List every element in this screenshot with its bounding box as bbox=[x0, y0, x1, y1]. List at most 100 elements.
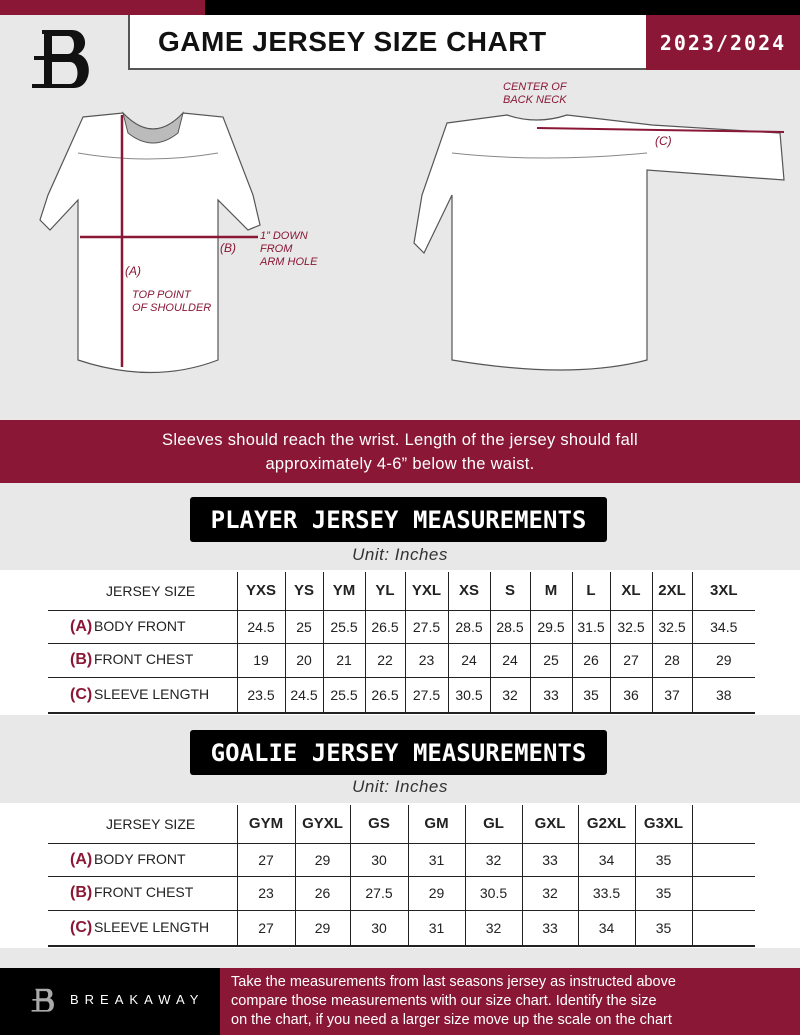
measurement-value: 24.5 bbox=[236, 610, 285, 643]
measurement-value: 27.5 bbox=[404, 677, 448, 713]
measurement-value: 20 bbox=[284, 643, 323, 677]
measurement-letter: (B) bbox=[70, 884, 93, 901]
footer-logo bbox=[31, 988, 54, 1012]
measurement-value: 28.5 bbox=[489, 610, 530, 643]
measurement-label: (A) BODY FRONT bbox=[48, 610, 237, 643]
measurement-name: BODY FRONT bbox=[94, 850, 186, 867]
goalie-size-table: JERSEY SIZE GYM GYXL GS GM GL GXL G2XL G3XL (A) BO… bbox=[48, 805, 755, 947]
season-label: 2023/2024 bbox=[646, 15, 800, 70]
measurement-value: 29 bbox=[294, 910, 350, 946]
player-unit: Unit: Inches bbox=[352, 545, 448, 564]
jersey-size-label: JERSEY SIZE bbox=[106, 815, 196, 832]
measurement-value: 32 bbox=[521, 876, 578, 910]
player-section-title: PLAYER JERSEY MEASUREMENTS bbox=[190, 497, 607, 542]
measurement-value: 35 bbox=[634, 910, 692, 946]
brand-name: BREAKAWAY bbox=[70, 992, 205, 1007]
measurement-value: 25 bbox=[284, 610, 323, 643]
measurement-value: 23 bbox=[404, 643, 448, 677]
measurement-name: BODY FRONT bbox=[94, 617, 186, 634]
measurement-value: 32 bbox=[464, 843, 522, 876]
label-a: (A) bbox=[125, 264, 141, 278]
measurement-value: 30.5 bbox=[464, 876, 522, 910]
measurement-value: 37 bbox=[651, 677, 692, 713]
measurement-value: 36 bbox=[609, 677, 652, 713]
measurement-value: 28 bbox=[651, 643, 692, 677]
size-header: YM bbox=[322, 572, 365, 610]
measurement-value: 27 bbox=[236, 910, 295, 946]
measurement-label: (C) SLEEVE LENGTH bbox=[48, 910, 237, 946]
measurement-value: 27 bbox=[609, 643, 652, 677]
measurement-letter: (A) bbox=[70, 850, 93, 868]
measurement-value: 33 bbox=[521, 843, 578, 876]
table-row: (B) FRONT CHEST 19 20 21 22 23 24 24 25 26 27 28 29 bbox=[48, 643, 755, 677]
measurement-label: (B) FRONT CHEST bbox=[48, 876, 237, 910]
size-header: G2XL bbox=[577, 805, 635, 843]
measurement-value: 25.5 bbox=[322, 677, 365, 713]
measurement-letter: (C) bbox=[70, 918, 93, 936]
measurement-letter: (A) bbox=[70, 617, 93, 635]
measurement-value: 29 bbox=[691, 643, 755, 677]
size-header: YS bbox=[284, 572, 323, 610]
measurement-value: 35 bbox=[634, 843, 692, 876]
measurement-value: 27.5 bbox=[349, 876, 408, 910]
measurement-label: (B) FRONT CHEST bbox=[48, 643, 237, 677]
table-row: (A) BODY FRONT 27 29 30 31 32 33 34 35 bbox=[48, 843, 755, 876]
measurement-value: 24 bbox=[447, 643, 490, 677]
note-a: TOP POINT OF SHOULDER bbox=[132, 289, 212, 314]
measurement-value: 29 bbox=[407, 876, 465, 910]
label-c: (C) bbox=[655, 134, 672, 148]
table-row: (A) BODY FRONT 24.5 25 25.5 26.5 27.5 28.5 28.5 2… bbox=[48, 610, 755, 643]
table-row: (C) SLEEVE LENGTH 23.5 24.5 25.5 26.5 27.5 30.5… bbox=[48, 677, 755, 713]
size-header: L bbox=[571, 572, 610, 610]
measurement-value: 24 bbox=[489, 643, 530, 677]
measurement-value bbox=[691, 910, 755, 946]
measurement-value: 29.5 bbox=[529, 610, 572, 643]
measurement-value: 27 bbox=[236, 843, 295, 876]
measurement-value: 32 bbox=[464, 910, 522, 946]
measurement-value: 26.5 bbox=[364, 610, 405, 643]
jersey-size-label: JERSEY SIZE bbox=[106, 582, 196, 599]
measurement-name: FRONT CHEST bbox=[94, 651, 194, 667]
goalie-section-title: GOALIE JERSEY MEASUREMENTS bbox=[190, 730, 607, 775]
size-header: GM bbox=[407, 805, 465, 843]
measurement-name: SLEEVE LENGTH bbox=[94, 918, 210, 935]
measurement-value: 32.5 bbox=[609, 610, 652, 643]
measurement-value bbox=[691, 843, 755, 876]
size-header: YXS bbox=[236, 572, 285, 610]
breakaway-logo bbox=[32, 30, 89, 88]
measurement-value: 29 bbox=[294, 843, 350, 876]
size-header: GL bbox=[464, 805, 522, 843]
size-header: 2XL bbox=[651, 572, 692, 610]
measurement-value: 33.5 bbox=[577, 876, 635, 910]
size-header: XL bbox=[609, 572, 652, 610]
measurement-value: 34 bbox=[577, 843, 635, 876]
player-size-table: JERSEY SIZE YXS YS YM YL YXL XS S M L XL 2XL 3XL (A) B… bbox=[48, 572, 755, 714]
measurement-label: (C) SLEEVE LENGTH bbox=[48, 677, 237, 713]
measurement-value: 30.5 bbox=[447, 677, 490, 713]
size-header: YL bbox=[364, 572, 405, 610]
fit-note-banner: Sleeves should reach the wrist. Length o… bbox=[0, 420, 800, 483]
size-header: M bbox=[529, 572, 572, 610]
measurement-value: 31 bbox=[407, 843, 465, 876]
size-header: GYXL bbox=[294, 805, 350, 843]
measurement-value: 32.5 bbox=[651, 610, 692, 643]
measurement-value: 31.5 bbox=[571, 610, 610, 643]
page-title: GAME JERSEY SIZE CHART bbox=[128, 15, 648, 70]
top-black-bar bbox=[205, 0, 800, 15]
size-header: S bbox=[489, 572, 530, 610]
measurement-value: 23.5 bbox=[236, 677, 285, 713]
measurement-value: 24.5 bbox=[284, 677, 323, 713]
measurement-letter: (C) bbox=[70, 685, 93, 703]
table-row: (B) FRONT CHEST 23 26 27.5 29 30.5 32 33.5 35 bbox=[48, 876, 755, 910]
measurement-letter: (B) bbox=[70, 651, 93, 668]
size-header: YXL bbox=[404, 572, 448, 610]
size-header bbox=[691, 805, 755, 843]
size-header: 3XL bbox=[691, 572, 755, 610]
measurement-value: 30 bbox=[349, 843, 408, 876]
measurement-value: 30 bbox=[349, 910, 408, 946]
measurement-value: 19 bbox=[236, 643, 285, 677]
measurement-value: 31 bbox=[407, 910, 465, 946]
size-header: GXL bbox=[521, 805, 578, 843]
back-jersey-diagram bbox=[413, 114, 785, 371]
measurement-value: 34 bbox=[577, 910, 635, 946]
